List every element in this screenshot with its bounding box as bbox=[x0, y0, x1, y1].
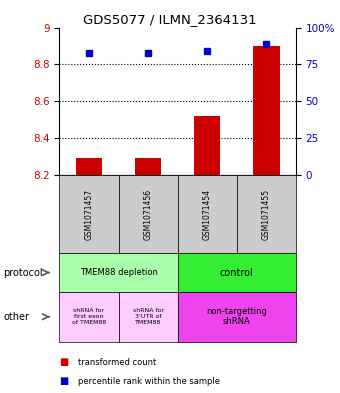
Text: GSM1071454: GSM1071454 bbox=[203, 189, 212, 240]
Text: GSM1071457: GSM1071457 bbox=[85, 189, 94, 240]
Text: control: control bbox=[220, 268, 254, 277]
Bar bbox=[194, 116, 220, 175]
Bar bbox=[76, 158, 102, 175]
Text: transformed count: transformed count bbox=[78, 358, 156, 367]
Text: non-targetting
shRNA: non-targetting shRNA bbox=[206, 307, 267, 327]
Text: ■: ■ bbox=[59, 357, 69, 367]
Bar bbox=[253, 46, 279, 175]
Text: other: other bbox=[3, 312, 29, 322]
Text: GSM1071456: GSM1071456 bbox=[143, 189, 153, 240]
Text: GSM1071455: GSM1071455 bbox=[262, 189, 271, 240]
Text: ■: ■ bbox=[59, 376, 69, 386]
Text: protocol: protocol bbox=[3, 268, 43, 277]
Text: shRNA for
3'UTR of
TMEM88: shRNA for 3'UTR of TMEM88 bbox=[133, 309, 164, 325]
Text: shRNA for
first exon
of TMEM88: shRNA for first exon of TMEM88 bbox=[72, 309, 106, 325]
Text: percentile rank within the sample: percentile rank within the sample bbox=[78, 377, 220, 386]
Text: TMEM88 depletion: TMEM88 depletion bbox=[80, 268, 157, 277]
Bar bbox=[135, 158, 162, 175]
Text: GDS5077 / ILMN_2364131: GDS5077 / ILMN_2364131 bbox=[83, 13, 257, 26]
